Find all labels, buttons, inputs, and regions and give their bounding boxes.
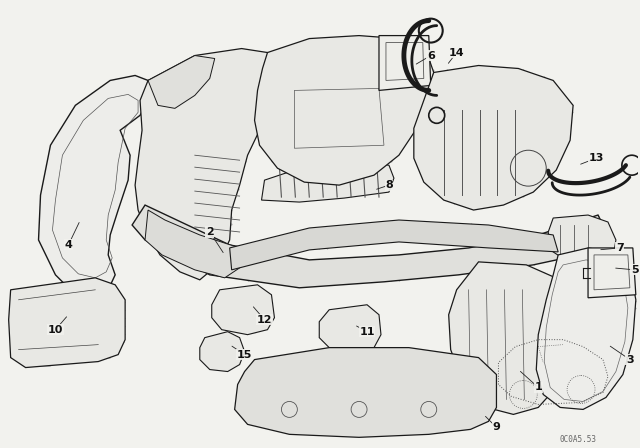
Polygon shape: [588, 248, 636, 298]
Polygon shape: [536, 248, 636, 409]
Polygon shape: [132, 205, 608, 288]
Text: 8: 8: [385, 180, 393, 190]
Polygon shape: [38, 75, 150, 300]
Polygon shape: [230, 220, 558, 270]
Polygon shape: [414, 65, 573, 210]
Text: 10: 10: [48, 325, 63, 335]
Text: 13: 13: [588, 153, 604, 163]
Polygon shape: [255, 35, 434, 185]
Polygon shape: [135, 48, 284, 280]
Polygon shape: [319, 305, 381, 355]
Text: 0C0A5.53: 0C0A5.53: [559, 435, 596, 444]
Text: 1: 1: [534, 383, 542, 392]
Polygon shape: [235, 348, 497, 437]
Text: 3: 3: [626, 354, 634, 365]
Polygon shape: [262, 162, 394, 202]
Text: 6: 6: [427, 51, 435, 60]
Text: 9: 9: [493, 422, 500, 432]
Text: 15: 15: [237, 349, 252, 360]
Polygon shape: [449, 262, 573, 414]
Text: 7: 7: [616, 243, 624, 253]
Text: 2: 2: [206, 227, 214, 237]
Polygon shape: [200, 332, 244, 371]
Text: 14: 14: [449, 47, 465, 57]
Text: 11: 11: [359, 327, 375, 336]
Polygon shape: [148, 56, 215, 108]
Polygon shape: [548, 215, 616, 265]
Text: 12: 12: [257, 314, 272, 325]
Text: 5: 5: [631, 265, 639, 275]
Polygon shape: [379, 35, 431, 90]
Polygon shape: [9, 278, 125, 367]
Polygon shape: [212, 285, 275, 335]
Polygon shape: [145, 210, 239, 278]
Text: 4: 4: [65, 240, 72, 250]
